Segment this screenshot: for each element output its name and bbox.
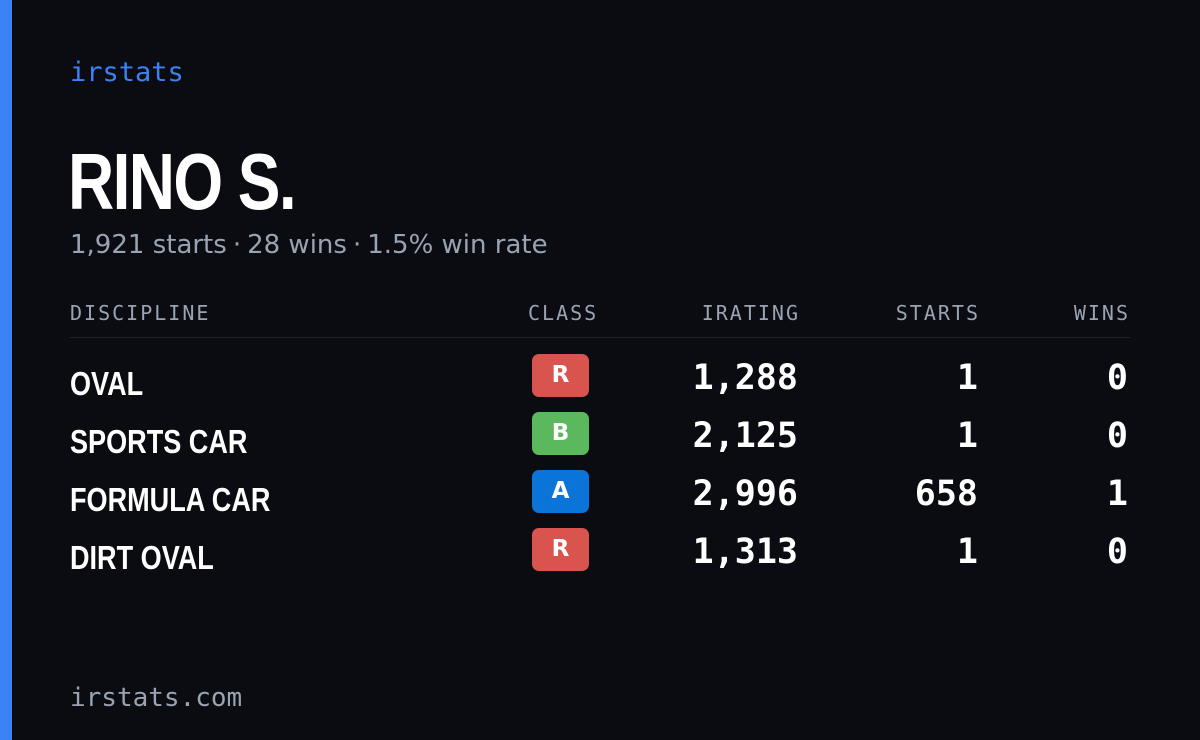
wins-count: 28 wins — [247, 230, 347, 260]
table-row: OVAL R 1,288 1 0 — [70, 352, 1130, 410]
separator: · — [232, 230, 242, 260]
discipline-name: FORMULA CAR — [70, 481, 271, 518]
wins-value: 0 — [1106, 532, 1128, 572]
header-irating: IRATING — [701, 301, 800, 325]
win-rate: 1.5% win rate — [367, 230, 548, 260]
wins-value: 0 — [1106, 358, 1128, 398]
irating-value: 1,288 — [692, 358, 798, 398]
discipline-name: DIRT OVAL — [70, 539, 214, 576]
starts-value: 1 — [956, 416, 978, 456]
class-badge: B — [532, 412, 589, 455]
header-starts: STARTS — [895, 301, 980, 325]
starts-value: 1 — [956, 358, 978, 398]
table-header: DISCIPLINE CLASS IRATING STARTS WINS — [70, 300, 1130, 338]
discipline-name: OVAL — [70, 365, 144, 402]
table-row: SPORTS CAR B 2,125 1 0 — [70, 410, 1130, 468]
wins-value: 1 — [1106, 474, 1128, 514]
brand-logo-text: irstats — [70, 57, 184, 88]
starts-count: 1,921 starts — [70, 230, 227, 260]
header-class: CLASS — [528, 301, 599, 325]
header-wins: WINS — [1073, 301, 1130, 325]
player-name: RINO S. — [68, 137, 297, 226]
wins-value: 0 — [1106, 416, 1128, 456]
accent-bar — [0, 0, 12, 740]
table-row: FORMULA CAR A 2,996 658 1 — [70, 468, 1130, 526]
irating-value: 1,313 — [692, 532, 798, 572]
class-badge: R — [532, 354, 589, 397]
irating-value: 2,125 — [692, 416, 798, 456]
discipline-table: OVAL R 1,288 1 0 SPORTS CAR B 2,125 1 0 … — [70, 352, 1130, 584]
starts-value: 1 — [956, 532, 978, 572]
footer-url: irstats.com — [70, 683, 243, 713]
irating-value: 2,996 — [692, 474, 798, 514]
table-row: DIRT OVAL R 1,313 1 0 — [70, 526, 1130, 584]
starts-value: 658 — [914, 474, 978, 514]
discipline-name: SPORTS CAR — [70, 423, 248, 460]
player-summary: 1,921 starts · 28 wins · 1.5% win rate — [70, 228, 548, 262]
header-discipline: DISCIPLINE — [70, 301, 211, 325]
separator: · — [352, 230, 362, 260]
class-badge: R — [532, 528, 589, 571]
class-badge: A — [532, 470, 589, 513]
